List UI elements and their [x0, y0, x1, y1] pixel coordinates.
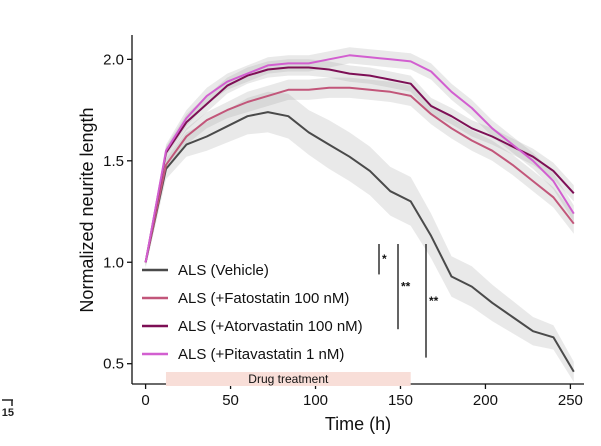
line-series-2	[144, 66, 575, 263]
significance-brackets: *****	[378, 243, 439, 358]
drug-treatment-bar	[165, 372, 411, 386]
x-tick-label: 100	[303, 392, 328, 409]
confidence-bands	[145, 47, 574, 383]
legend-label-1: ALS (+Fatostatin 100 nM)	[178, 290, 349, 307]
y-tick-label: 0.5	[103, 356, 124, 373]
x-axis-title: Time (h)	[325, 414, 391, 434]
line-series-1	[144, 86, 575, 263]
y-tick-label: 1.0	[103, 254, 124, 271]
x-tick-label: 200	[473, 392, 498, 409]
x-tick-label: 150	[388, 392, 413, 409]
legend-label-3: ALS (+Pitavastatin 1 nM)	[178, 346, 344, 363]
series-lines	[144, 54, 575, 373]
y-tick-label: 2.0	[103, 51, 124, 68]
x-tick-label: 50	[222, 392, 239, 409]
line-series-3	[144, 54, 575, 263]
corner-fragment: 15	[2, 399, 14, 419]
band-series-3	[145, 47, 574, 267]
y-axis-title: Normalized neurite length	[77, 107, 97, 312]
legend-label-0: ALS (Vehicle)	[178, 262, 269, 279]
significance-label-2: **	[429, 294, 439, 308]
band-series-0	[145, 91, 574, 383]
x-tick-label: 0	[141, 392, 149, 409]
legend: ALS (Vehicle) ALS (+Fatostatin 100 nM) ALS…	[142, 262, 363, 363]
drug-treatment-annotation: Drug treatment	[165, 372, 411, 386]
legend-label-2: ALS (+Atorvastatin 100 nM)	[178, 318, 363, 335]
significance-label-0: *	[382, 252, 387, 266]
y-tick-label: 1.5	[103, 153, 124, 170]
drug-treatment-label: Drug treatment	[248, 372, 329, 386]
line-series-0	[144, 111, 575, 373]
significance-label-1: **	[401, 280, 411, 294]
corner-label: 15	[2, 407, 14, 419]
x-tick-label: 250	[558, 392, 583, 409]
